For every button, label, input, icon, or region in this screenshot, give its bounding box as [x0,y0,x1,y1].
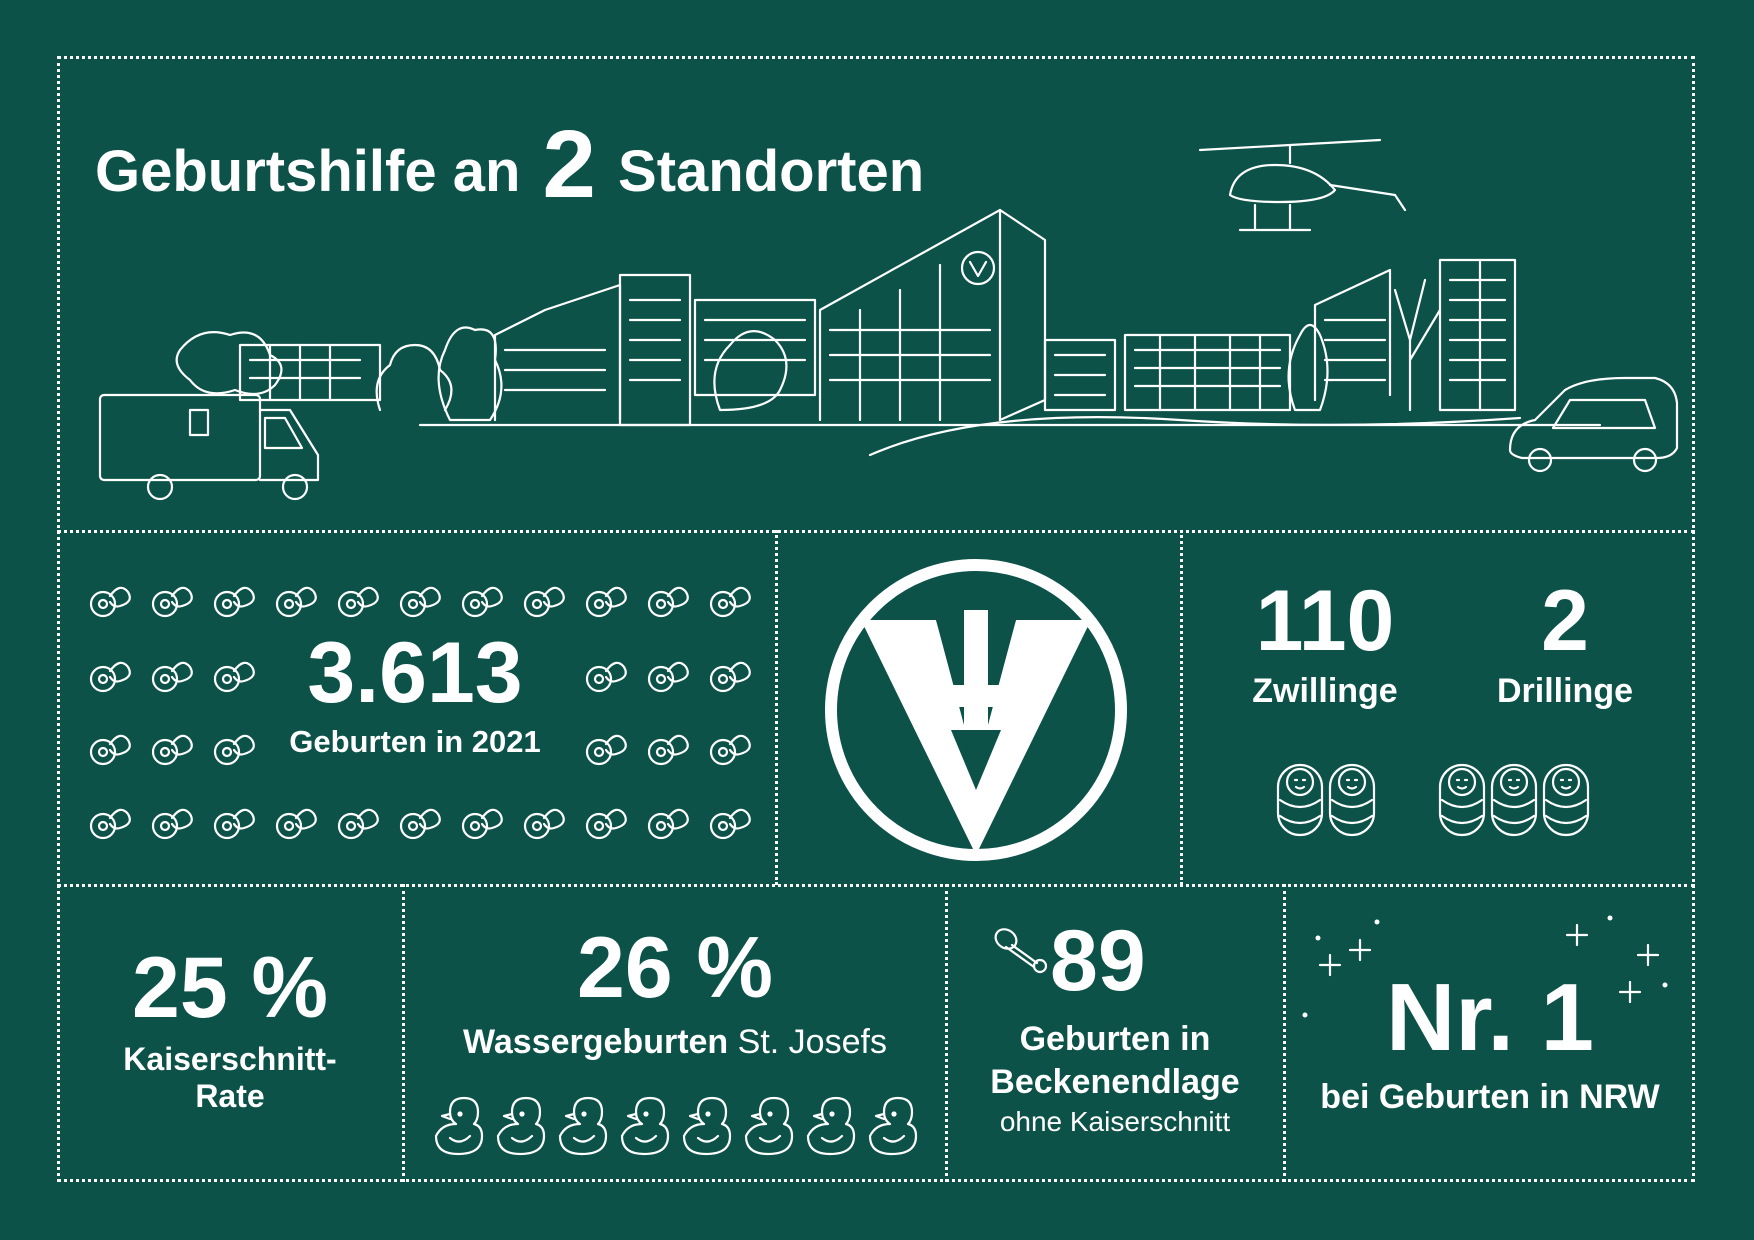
swaddled-baby-icon [1276,763,1324,837]
rubber-duck-icon [744,1096,794,1156]
water-births-value: 26 % [576,920,774,1016]
pacifier-icon [151,586,193,618]
rubber-duck-icon [806,1096,856,1156]
pacifier-icon [647,586,689,618]
rubber-duck-icon [558,1096,608,1156]
pacifier-icon [647,661,689,693]
pacifier-icon [523,808,565,840]
title-number: 2 [542,111,596,218]
triplets-stat: 2 Drillinge [1465,578,1665,711]
water-births-label: Wassergeburten St. Josefs [410,1023,940,1062]
pacifier-icon [89,661,131,693]
breech-value: 89 [1050,913,1146,1009]
ranking-label: bei Geburten in NRW [1320,1078,1660,1116]
pacifier-icon [213,808,255,840]
pacifier-icon [151,661,193,693]
pacifier-icon [709,661,751,693]
divider-bot-2 [945,884,948,1182]
page-title: Geburtshilfe an 2 Standorten [95,110,924,220]
pacifier-icon [275,586,317,618]
divider-bot-3 [1283,884,1286,1182]
title-suffix: Standorten [618,139,925,204]
breech-line1: Geburten in [1019,1020,1211,1058]
rubber-duck-icon [682,1096,732,1156]
pacifier-icon [461,808,503,840]
rubber-duck-icon [434,1096,484,1156]
rubber-duck-icon [868,1096,918,1156]
pacifier-icon [213,586,255,618]
pacifier-icon [399,808,441,840]
swaddled-baby-icon [1542,763,1590,837]
infographic-frame [57,56,1695,1182]
title-prefix: Geburtshilfe an [95,139,521,204]
pacifier-icon [461,586,503,618]
twins-stat: 110 Zwillinge [1225,578,1425,711]
pacifier-icon [709,734,751,766]
divider-mid-1 [775,530,778,885]
births-stat: 3.613 Geburten in 2021 [255,630,575,760]
breech-line2: Beckenendlage [990,1063,1240,1101]
divider-middle [57,884,1695,887]
pacifier-icon [709,586,751,618]
triplets-label: Drillinge [1496,672,1634,710]
pacifier-icon [89,586,131,618]
pacifier-icon [151,808,193,840]
breech-stat: Geburten in Beckenendlage ohne Kaisersch… [960,1020,1270,1138]
rubber-duck-icon [496,1096,546,1156]
ranking-stat: Nr. 1 bei Geburten in NRW [1290,970,1690,1117]
caesarean-stat: 25 % Kaiserschnitt- Rate [70,945,390,1115]
ranking-value: Nr. 1 [1385,964,1595,1071]
pacifier-icon [647,808,689,840]
breech-line3: ohne Kaiserschnitt [999,1106,1231,1137]
sparkle-icons [1302,915,1668,1018]
pacifier-icon [213,661,255,693]
safety-pin-icon [994,928,1048,974]
swaddled-baby-icon [1328,763,1376,837]
pacifier-icon [89,734,131,766]
divider-top [57,530,1695,533]
twins-number: 110 [1255,573,1395,669]
water-births-stat: 26 % Wassergeburten St. Josefs [410,925,940,1062]
pacifier-icon [337,808,379,840]
caesarean-label-line2: Rate [195,1078,265,1114]
pacifier-icon [585,586,627,618]
swaddled-baby-icon [1438,763,1486,837]
swaddled-baby-icon [1490,763,1538,837]
pacifier-icon [89,808,131,840]
caesarean-value: 25 % [131,940,329,1036]
water-births-label-regular: St. Josefs [737,1023,887,1061]
divider-mid-2 [1180,530,1183,885]
pacifier-grid [89,586,751,840]
hospital-skyline-illustration [98,138,1679,501]
pacifier-icon [585,734,627,766]
triplets-number: 2 [1541,573,1589,669]
hospital-logo [825,559,1127,861]
water-births-label-bold: Wassergeburten [463,1023,729,1061]
births-label: Geburten in 2021 [289,724,541,759]
pacifier-icon [523,586,565,618]
divider-bot-1 [402,884,405,1182]
pacifier-icon [275,808,317,840]
caesarean-label-line1: Kaiserschnitt- [123,1041,337,1077]
babies-icons [1276,763,1590,837]
pacifier-icon [647,734,689,766]
pacifier-icon [585,661,627,693]
pacifier-icon [337,586,379,618]
pacifier-icon [709,808,751,840]
rubber-duck-icon [620,1096,670,1156]
pacifier-icon [399,586,441,618]
pacifier-icon [585,808,627,840]
pacifier-icon [213,734,255,766]
twins-label: Zwillinge [1252,672,1398,710]
births-number: 3.613 [307,625,523,721]
pacifier-icon [151,734,193,766]
